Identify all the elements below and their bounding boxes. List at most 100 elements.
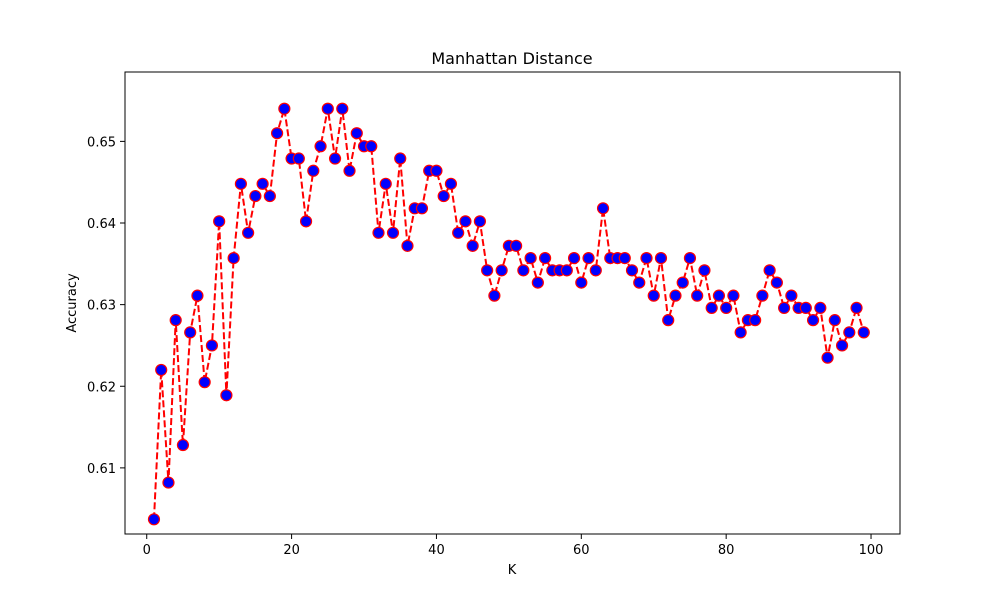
x-tick-label: 100 [859, 543, 884, 558]
data-point [857, 326, 870, 339]
y-tick-label: 0.61 [87, 462, 116, 477]
data-point [799, 301, 812, 314]
data-point [184, 326, 197, 339]
data-point [205, 339, 219, 352]
data-point [596, 202, 610, 215]
data-point [299, 215, 313, 228]
data-point [683, 252, 697, 265]
data-point [169, 314, 182, 327]
data-point [401, 239, 414, 252]
axes-frame [124, 71, 901, 535]
data-point [749, 314, 762, 327]
data-point [292, 152, 305, 165]
data-point [705, 301, 718, 314]
data-point [575, 276, 588, 289]
data-point [567, 252, 581, 265]
data-point [538, 252, 552, 265]
y-axis-ticks: 0.61 0.62 0.63 0.64 0.65 [87, 135, 125, 477]
x-tick-label: 20 [283, 543, 300, 558]
data-point [618, 252, 631, 265]
data-point [452, 226, 465, 239]
y-tick-label: 0.65 [87, 135, 116, 150]
y-tick-label: 0.64 [87, 217, 116, 232]
data-point [770, 276, 783, 289]
data-point [778, 301, 791, 314]
data-point [727, 289, 740, 302]
x-tick-label: 0 [143, 543, 151, 558]
data-point [220, 389, 233, 402]
data-point [459, 215, 472, 228]
data-point [676, 276, 689, 289]
data-point [242, 226, 255, 239]
data-point [155, 363, 168, 377]
data-point [213, 215, 226, 228]
data-point [256, 177, 269, 190]
data-point [712, 289, 726, 302]
data-point [517, 264, 530, 277]
data-point [821, 351, 834, 364]
data-point [828, 314, 841, 327]
plot-area: 0 20 40 60 80 100 0.61 0.62 0.63 0.64 0.65 [87, 71, 901, 558]
data-point [850, 301, 863, 314]
data-point [691, 289, 704, 302]
data-point [162, 476, 175, 489]
data-point [669, 289, 682, 302]
data-point [662, 314, 675, 327]
chart-title: Manhattan Distance [431, 49, 592, 68]
x-tick-label: 80 [718, 543, 735, 558]
data-point [336, 102, 349, 115]
data-point [321, 102, 334, 115]
data-point [386, 226, 400, 239]
data-point [763, 264, 776, 277]
data-point [495, 264, 508, 277]
data-point [720, 301, 733, 314]
data-point [625, 264, 639, 277]
data-point [444, 177, 458, 190]
data-point [698, 264, 711, 277]
data-point [314, 140, 327, 153]
data-point [328, 152, 342, 165]
data-point [647, 289, 660, 302]
data-point [835, 339, 849, 352]
series-layer [147, 102, 870, 526]
x-tick-label: 40 [428, 543, 445, 558]
data-point [531, 276, 544, 289]
data-point [379, 177, 392, 190]
data-point [756, 289, 769, 302]
x-tick-label: 60 [573, 543, 590, 558]
data-point [394, 152, 407, 165]
data-point [843, 326, 856, 339]
data-point [510, 239, 523, 252]
data-point [198, 376, 211, 389]
data-point [227, 252, 240, 265]
data-point [654, 252, 668, 265]
data-point [263, 189, 276, 203]
data-point [278, 102, 291, 115]
data-point [473, 215, 487, 228]
data-point [271, 127, 284, 140]
data-point [430, 164, 443, 177]
data-point [437, 189, 450, 203]
data-point [249, 189, 262, 203]
data-point [415, 202, 429, 215]
data-point [372, 226, 385, 239]
data-point [582, 252, 595, 265]
data-point [640, 252, 653, 265]
data-point [307, 164, 320, 177]
data-point [806, 314, 820, 327]
data-point [350, 127, 363, 140]
data-point [176, 438, 190, 452]
y-axis-label: Accuracy [65, 273, 80, 333]
data-point [785, 289, 798, 302]
y-tick-label: 0.63 [87, 299, 116, 314]
data-point [147, 513, 161, 526]
x-axis-ticks: 0 20 40 60 80 100 [143, 534, 884, 558]
data-point [191, 289, 204, 302]
data-point [734, 326, 747, 339]
data-point [365, 140, 378, 153]
data-point [524, 252, 537, 265]
data-point [343, 164, 356, 177]
data-point [560, 264, 573, 277]
